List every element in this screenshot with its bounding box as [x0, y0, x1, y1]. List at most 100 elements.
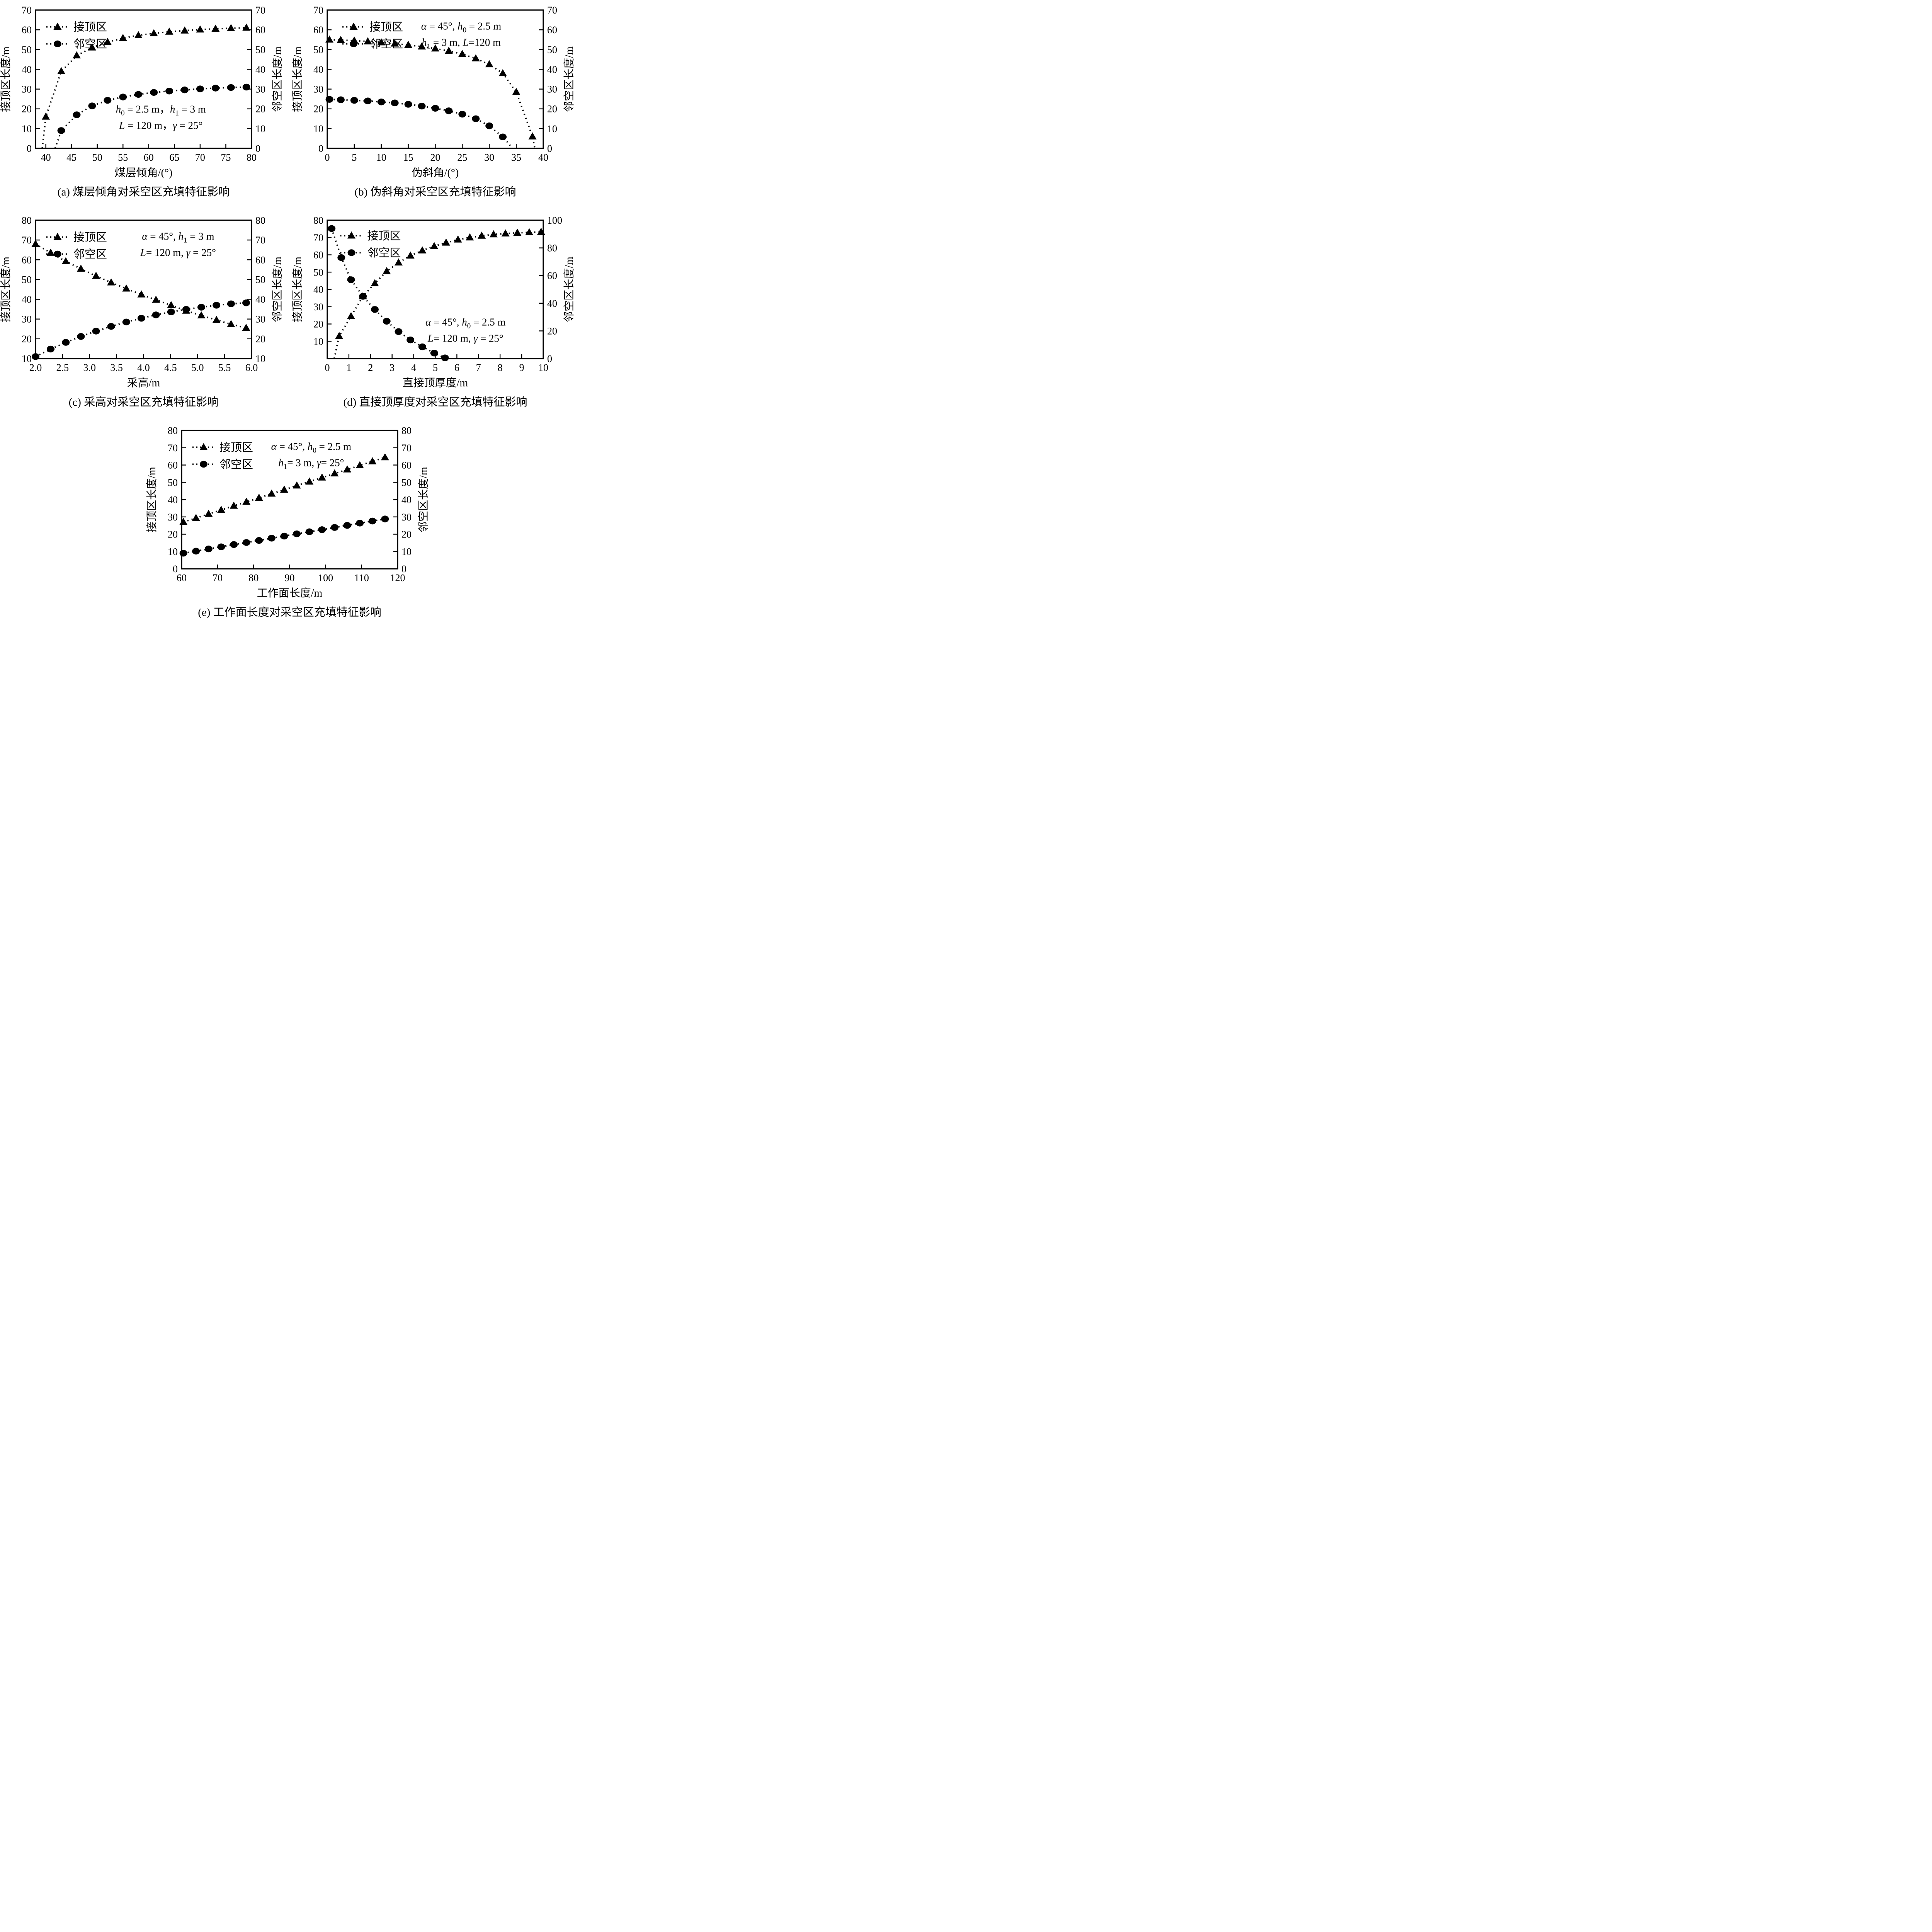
point-marker-triangle	[204, 510, 213, 517]
right-tick-label: 70	[255, 235, 265, 246]
point-marker-circle	[318, 526, 326, 533]
point-marker-triangle	[537, 228, 545, 235]
point-marker-circle	[267, 535, 276, 542]
point-marker-circle	[119, 94, 127, 100]
left-tick-label: 70	[22, 5, 32, 16]
point-marker-triangle	[192, 514, 200, 521]
point-marker-triangle	[466, 233, 474, 241]
annotation-line: α = 45°, h1 = 3 m	[142, 231, 214, 245]
point-marker-triangle	[31, 240, 40, 247]
right-axis-label: 邻空区长度/m	[563, 46, 575, 112]
left-tick-label: 30	[313, 301, 323, 313]
series-line	[54, 86, 247, 149]
point-marker-circle	[431, 105, 439, 112]
point-marker-triangle	[325, 35, 334, 43]
legend-marker-circle	[53, 250, 61, 258]
point-marker-circle	[47, 345, 55, 353]
x-tick-label: 90	[284, 572, 294, 583]
x-tick-label: 100	[318, 572, 333, 583]
point-marker-triangle	[512, 88, 520, 95]
x-axis: 0 5 10 15 20 25 30 35 40 伪斜角/(°)	[325, 144, 548, 179]
point-marker-triangle	[107, 278, 116, 286]
legend-marker-circle	[347, 249, 355, 256]
right-tick-label: 20	[547, 104, 557, 115]
left-tick-label: 80	[22, 215, 32, 226]
x-tick-label: 75	[221, 152, 231, 163]
right-tick-label: 0	[255, 143, 260, 154]
legend-label: 接顶区	[73, 231, 107, 243]
point-marker-triangle	[242, 24, 251, 31]
right-tick-label: 30	[255, 314, 265, 325]
right-tick-label: 20	[401, 529, 412, 540]
x-axis-label: 采高/m	[127, 377, 160, 389]
x-tick-label: 5	[433, 362, 438, 373]
legend-label: 邻空区	[73, 37, 107, 50]
legend-label: 接顶区	[219, 441, 253, 454]
point-marker-circle	[242, 83, 250, 91]
legend-marker-circle	[350, 40, 358, 48]
point-marker-circle	[445, 107, 453, 114]
chart-a: 40 45 50 55 60 65 70 75 80 煤层倾角/(°) 0 10 20 30 40 50 60 7…	[0, 2, 288, 199]
right-tick-label: 20	[255, 333, 265, 345]
x-tick-label: 80	[248, 572, 259, 583]
left-tick-label: 40	[168, 494, 178, 505]
left-tick-label: 50	[313, 44, 323, 55]
left-tick-label: 80	[313, 215, 323, 226]
point-marker-triangle	[227, 24, 235, 31]
point-marker-triangle	[442, 238, 450, 246]
x-tick-label: 8	[498, 362, 503, 373]
point-marker-triangle	[444, 46, 453, 54]
point-marker-circle	[371, 306, 379, 313]
legend-label: 邻空区	[73, 248, 107, 260]
series-line	[35, 302, 247, 357]
point-marker-triangle	[119, 34, 127, 41]
x-tick-label: 3.0	[83, 362, 96, 373]
x-axis: 2.0 2.5 3.0 3.5 4.0 4.5 5.0 5.5 6.0 采高/m	[29, 354, 258, 389]
chart-d: 0 1 2 3 4 5 6 7 8 9 10 直接顶厚度/m 10 20 30 40 50 60 70 80 接顶区长度…	[292, 213, 580, 410]
point-marker-triangle	[501, 229, 510, 236]
point-marker-triangle	[458, 50, 466, 57]
annotation-line: L= 120 m, γ = 25°	[427, 333, 503, 344]
x-tick-label: 5.5	[218, 362, 231, 373]
point-marker-circle	[180, 86, 189, 94]
point-marker-triangle	[217, 505, 225, 513]
annotation-line: h1 = 3 m, L=120 m	[422, 37, 501, 51]
right-tick-label: 40	[547, 298, 557, 309]
annotation: α = 45°, h0 = 2.5 m h1 = 3 m, L=120 m	[421, 20, 501, 51]
point-marker-circle	[330, 524, 338, 531]
point-marker-circle	[196, 85, 204, 92]
left-axis: 0 10 20 30 40 50 60 70 接顶区长度/m	[292, 5, 332, 154]
left-tick-label: 50	[168, 477, 178, 488]
figure-panel: 40 45 50 55 60 65 70 75 80 煤层倾角/(°) 0 10 20 30 40 50 60 7…	[0, 0, 580, 631]
x-tick-label: 35	[511, 152, 521, 163]
x-tick-label: 5.0	[191, 362, 204, 373]
point-marker-circle	[305, 528, 313, 535]
point-marker-triangle	[122, 284, 131, 292]
right-tick-label: 20	[547, 325, 557, 337]
right-tick-label: 50	[547, 44, 557, 55]
point-marker-triangle	[167, 301, 175, 308]
annotation: α = 45°, h0 = 2.5 m h1= 3 m, γ= 25°	[271, 441, 351, 471]
left-tick-label: 30	[22, 314, 32, 325]
series-line	[329, 99, 514, 149]
point-marker-triangle	[404, 41, 413, 48]
left-tick-label: 50	[22, 274, 32, 285]
point-marker-circle	[179, 550, 187, 557]
x-axis-label: 工作面长度/m	[257, 587, 322, 599]
x-tick-label: 60	[144, 152, 154, 163]
annotation-line: α = 45°, h0 = 2.5 m	[421, 20, 501, 34]
right-tick-label: 60	[547, 24, 557, 36]
annotation-line: L = 120 m，γ = 25°	[119, 119, 202, 131]
point-marker-triangle	[212, 316, 221, 323]
left-tick-label: 10	[22, 123, 32, 134]
point-marker-circle	[381, 515, 389, 522]
right-tick-label: 60	[255, 254, 265, 265]
left-tick-label: 70	[168, 442, 178, 454]
point-marker-triangle	[72, 51, 81, 59]
left-tick-label: 20	[313, 319, 323, 330]
x-tick-label: 5	[352, 152, 357, 163]
x-tick-label: 4.0	[137, 362, 150, 373]
point-marker-circle	[182, 306, 190, 313]
point-marker-circle	[458, 111, 466, 118]
